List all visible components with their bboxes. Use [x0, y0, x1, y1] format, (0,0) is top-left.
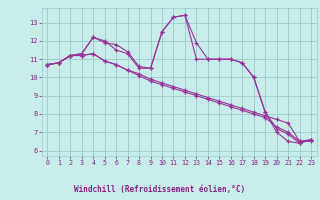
Text: Windchill (Refroidissement éolien,°C): Windchill (Refroidissement éolien,°C)	[75, 185, 245, 194]
